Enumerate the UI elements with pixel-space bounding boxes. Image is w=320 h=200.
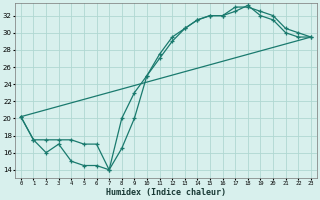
X-axis label: Humidex (Indice chaleur): Humidex (Indice chaleur) <box>106 188 226 197</box>
